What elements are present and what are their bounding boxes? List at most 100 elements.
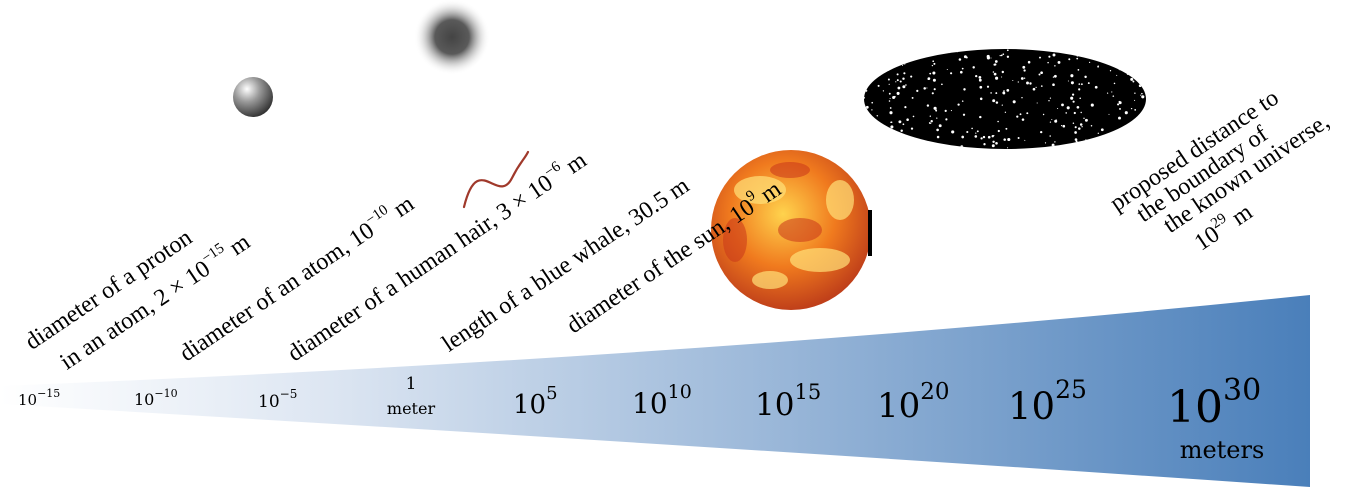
galaxy-star — [892, 49, 895, 52]
galaxy-star — [958, 58, 962, 61]
galaxy-star — [898, 60, 900, 62]
galaxy-star — [1143, 132, 1146, 136]
galaxy-star — [1068, 58, 1071, 61]
galaxy-star — [1040, 71, 1043, 75]
galaxy-star — [1026, 112, 1029, 115]
galaxy-star — [871, 109, 873, 111]
galaxy-star — [892, 96, 896, 99]
galaxy-star — [961, 100, 964, 102]
galaxy-star — [1040, 130, 1043, 134]
tick-label: 10−10 — [134, 387, 178, 409]
galaxy-star — [1027, 60, 1031, 64]
galaxy-star — [935, 110, 938, 112]
galaxy-star — [950, 110, 952, 112]
galaxy-star — [902, 85, 906, 89]
galaxy-star — [903, 72, 906, 75]
galaxy-star — [1136, 137, 1138, 140]
galaxy-star — [965, 56, 968, 59]
galaxy-star — [1122, 144, 1124, 146]
galaxy-star — [1138, 66, 1140, 68]
galaxy-star — [1075, 50, 1078, 53]
galaxy-star — [995, 101, 999, 104]
galaxy-star — [994, 63, 997, 66]
galaxy-star — [1116, 58, 1119, 61]
galaxy-star — [1078, 88, 1081, 91]
galaxy-star — [1003, 92, 1006, 95]
galaxy-star — [992, 140, 995, 144]
galaxy-star — [886, 50, 889, 53]
galaxy-star — [1054, 65, 1056, 67]
galaxy-star — [1122, 65, 1125, 67]
galaxy-star — [997, 120, 999, 123]
galaxy-star — [864, 145, 867, 148]
galaxy-star — [944, 109, 947, 112]
galaxy-star — [1145, 49, 1146, 51]
galaxy-star — [1035, 86, 1037, 88]
galaxy-star — [1001, 104, 1003, 106]
galaxy-star — [1074, 126, 1077, 129]
galaxy-star — [936, 135, 940, 139]
galaxy-star — [961, 135, 965, 139]
galaxy-star — [1052, 53, 1056, 57]
galaxy-star — [1081, 83, 1083, 86]
galaxy-star — [950, 72, 953, 75]
galaxy-star — [1003, 90, 1005, 92]
galaxy-star — [1067, 80, 1069, 82]
galaxy-star — [992, 99, 996, 103]
galaxy-star — [1051, 118, 1053, 121]
galaxy-star — [926, 104, 930, 107]
galaxy-star — [900, 49, 904, 52]
galaxy-star — [959, 70, 963, 74]
galaxy-star — [936, 128, 939, 132]
galaxy-star — [972, 66, 975, 69]
galaxy-star — [1048, 99, 1050, 102]
galaxy-star — [1039, 56, 1041, 59]
atom-blur-icon — [414, 0, 490, 75]
tick-label: 10−5 — [258, 387, 297, 412]
galaxy-star — [1116, 74, 1118, 76]
galaxy-star — [1062, 146, 1064, 148]
galaxy-star — [1142, 114, 1144, 116]
galaxy-star — [1079, 123, 1083, 126]
galaxy-star — [1005, 127, 1008, 130]
galaxy-star — [1051, 143, 1055, 147]
galaxy-star — [1007, 137, 1011, 142]
galaxy-star — [1140, 74, 1142, 77]
galaxy-star — [864, 110, 866, 112]
galaxy-star — [1065, 112, 1067, 114]
galaxy-star — [983, 143, 986, 146]
galaxy-star — [1090, 103, 1094, 107]
galaxy-star — [933, 106, 937, 110]
galaxy-star — [1052, 83, 1055, 87]
galaxy-star — [871, 101, 874, 104]
galaxy-star — [1077, 69, 1080, 71]
galaxy-star — [926, 87, 928, 89]
galaxy-star — [932, 78, 936, 82]
galaxy-star — [1083, 117, 1085, 120]
galaxy-star — [1076, 105, 1080, 109]
galaxy-star — [1081, 126, 1083, 128]
galaxy-star — [962, 113, 966, 116]
tick-label: 1025 — [1008, 375, 1087, 428]
galaxy-star — [1049, 97, 1051, 99]
galaxy-star — [1113, 82, 1116, 85]
tick-label-unit: meter — [387, 399, 436, 418]
galaxy-star — [1029, 82, 1032, 85]
galaxy-star — [1113, 142, 1116, 145]
galaxy-star — [888, 100, 891, 102]
galaxy-star — [991, 144, 995, 148]
galaxy-star — [889, 111, 893, 115]
galaxy-star — [932, 71, 936, 75]
galaxy-star — [1112, 95, 1115, 97]
galaxy-star — [892, 53, 896, 57]
galaxy-star — [995, 76, 999, 80]
sun-icon — [711, 150, 872, 310]
galaxy-star — [1118, 67, 1122, 71]
galaxy-star — [912, 115, 915, 118]
galaxy-star — [870, 69, 873, 72]
galaxy-star — [1126, 72, 1130, 76]
galaxy-star — [1061, 103, 1064, 107]
galaxy-star — [980, 137, 983, 140]
galaxy-star — [1084, 139, 1088, 142]
galaxy-star — [876, 141, 880, 145]
